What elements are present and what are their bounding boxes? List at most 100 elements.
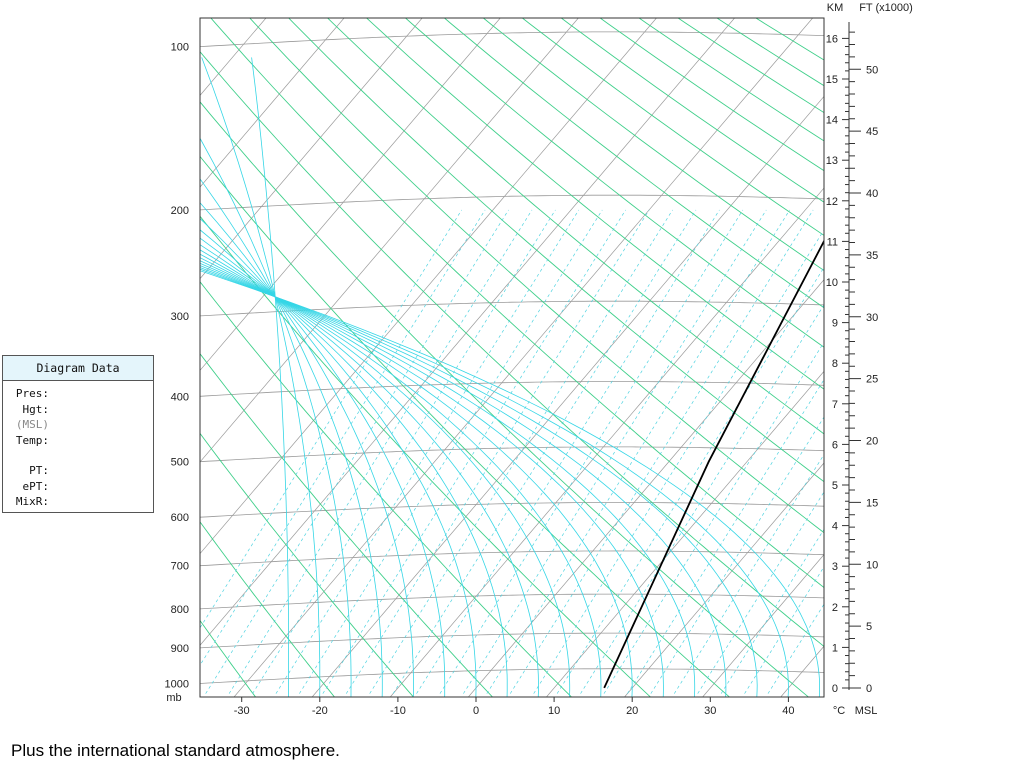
pressure-tick-label: 400	[171, 391, 189, 403]
km-tick-label: 14	[826, 115, 838, 127]
ft-tick-label: 35	[866, 250, 878, 262]
km-tick-label: 15	[826, 74, 838, 86]
dry-adiabat-line	[482, 18, 824, 272]
msl-label: MSL	[855, 705, 878, 717]
km-tick-label: 11	[827, 236, 838, 248]
dry-adiabat-line	[755, 18, 824, 61]
dry-adiabat-line	[599, 18, 824, 172]
moist-adiabat-line	[200, 244, 539, 697]
dry-adiabat-line	[200, 432, 415, 697]
pressure-tick-label: 700	[171, 561, 189, 573]
km-tick-label: 8	[832, 358, 838, 370]
temperature-tick-label: 30	[704, 705, 716, 717]
km-tick-label: 6	[832, 439, 838, 451]
ft-tick-label: 15	[866, 497, 878, 509]
dry-adiabat-line	[200, 215, 652, 697]
field-temperature: Temp:	[15, 433, 49, 447]
isobar-line	[200, 632, 824, 649]
mixing-ratio-line	[275, 209, 580, 694]
isotherm-line	[200, 18, 579, 463]
isobar-line	[200, 446, 824, 463]
km-tick-label: 10	[826, 277, 838, 289]
isotherm-line	[624, 462, 824, 697]
moist-adiabat-line	[200, 178, 383, 697]
moist-adiabat-line	[200, 267, 758, 697]
mixing-ratio-line	[205, 209, 509, 694]
isobar-line	[200, 31, 824, 47]
pressure-tick-label: 200	[171, 205, 189, 217]
mixing-ratio-line	[200, 209, 486, 666]
temperature-tick-label: 10	[548, 705, 560, 717]
isobar-line	[200, 593, 824, 610]
moist-adiabat-line	[200, 229, 477, 697]
ft-tick-label: 0	[866, 683, 872, 695]
isotherm-line	[468, 279, 824, 697]
temperature-tick-label: 40	[782, 705, 794, 717]
sounding-trace	[603, 239, 824, 689]
diagram-data-panel: Diagram Data Pres: Hgt: (MSL) Temp: PT: …	[2, 355, 154, 513]
km-tick-label: 12	[826, 196, 838, 208]
field-mixing-ratio: MixR:	[15, 495, 49, 508]
dry-adiabat-line	[560, 18, 824, 203]
mixing-ratio-line	[252, 209, 556, 694]
isotherm-line	[311, 95, 824, 697]
pressure-tick-label: 1000	[165, 678, 189, 690]
dry-adiabat-line	[200, 101, 810, 697]
km-tick-label: 9	[832, 318, 838, 330]
mixing-ratio-line	[767, 603, 824, 694]
isobar-line	[200, 502, 824, 518]
moist-adiabat-line	[200, 237, 508, 697]
ft-tick-label: 40	[866, 188, 878, 200]
km-tick-label: 0	[832, 683, 838, 695]
km-tick-label: 3	[832, 561, 838, 573]
pressure-tick-label: 800	[171, 604, 189, 616]
plot-frame	[199, 17, 825, 698]
x-axis-label: °C	[833, 705, 845, 717]
mixing-ratio-line	[627, 378, 824, 694]
temperature-tick-label: 20	[626, 705, 638, 717]
mixing-ratio-line	[509, 209, 814, 694]
mixing-ratio-line	[556, 266, 824, 694]
dry-adiabat-line	[404, 18, 824, 348]
dry-adiabat-line	[200, 353, 494, 697]
mixing-ratio-line	[369, 209, 673, 694]
dry-adiabat-line	[638, 18, 824, 142]
mixing-ratio-line	[392, 209, 697, 694]
field-potential-temperature: PT:	[29, 464, 49, 477]
dry-adiabat-line	[200, 280, 573, 697]
ft-tick-label: 10	[866, 559, 878, 571]
mixing-ratio-line	[720, 528, 824, 694]
isobar-line	[200, 668, 824, 684]
moist-adiabat-line	[200, 265, 727, 697]
km-tick-label: 7	[832, 399, 838, 411]
isotherm-line	[780, 645, 824, 697]
mixing-ratio-line	[463, 209, 767, 694]
mixing-ratio-line	[200, 209, 462, 629]
isotherm-line	[859, 18, 1024, 697]
ft-tick-label: 25	[866, 374, 878, 386]
mixing-ratio-line	[322, 209, 626, 694]
dry-adiabat-line	[288, 18, 824, 483]
ft-tick-label: 45	[866, 126, 878, 138]
pressure-tick-label: 300	[171, 311, 189, 323]
moist-adiabat-line	[201, 57, 321, 697]
km-tick-label: 4	[832, 521, 838, 533]
temperature-profile-line	[603, 239, 824, 689]
moist-adiabat-line	[200, 270, 820, 697]
dry-adiabat-line	[200, 619, 257, 697]
ft-tick-label: 30	[866, 312, 878, 324]
km-tick-label: 5	[832, 480, 838, 492]
dry-adiabat-line	[249, 18, 824, 534]
isotherm-line	[200, 18, 423, 280]
temperature-tick-label: -10	[390, 705, 406, 717]
ft-tick-label: 5	[866, 621, 872, 633]
diagram-grid-lines	[200, 18, 1024, 697]
isotherm-line	[546, 370, 824, 697]
km-tick-label: 16	[826, 33, 838, 45]
mixing-ratio-line	[228, 209, 533, 694]
dry-adiabat-line	[443, 18, 824, 309]
isobar-line	[200, 194, 824, 211]
ft-axis-title: FT (x1000)	[859, 2, 913, 14]
